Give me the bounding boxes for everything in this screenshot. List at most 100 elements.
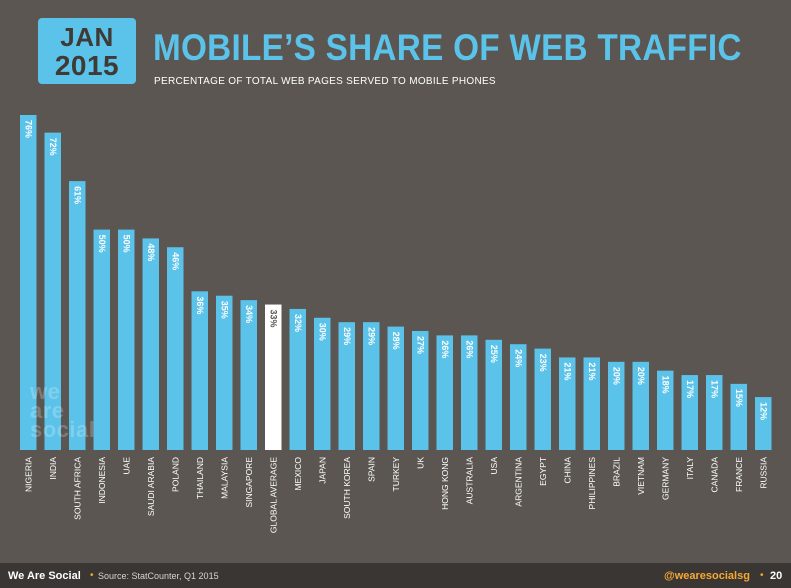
bar-value-label: 46% [170,252,180,270]
category-label: INDONESIA [97,457,107,504]
bar-value-label: 48% [146,243,156,261]
bar-poland [167,247,184,450]
bar-value-label: 30% [317,323,327,341]
watermark-line-3: social [30,417,96,442]
footer-source: Source: StatCounter, Q1 2015 [98,571,219,581]
watermark-line-2: are [30,398,65,423]
bar-value-label: 21% [587,362,597,380]
category-label: SAUDI ARABIA [146,457,156,516]
bar-germany [657,370,674,450]
category-label: ARGENTINA [513,457,523,507]
category-label: SOUTH AFRICA [72,457,82,520]
bar-value-label: 36% [195,296,205,314]
category-label: RUSSIA [758,457,768,489]
category-label: SINGAPORE [244,457,254,508]
bar-china [559,357,576,450]
bar-value-label: 25% [489,345,499,363]
bar-value-label: 15% [734,389,744,407]
chart-subtitle: PERCENTAGE OF TOTAL WEB PAGES SERVED TO … [154,76,496,87]
bar-value-label: 50% [121,235,131,253]
category-label: GERMANY [660,457,670,500]
category-label: POLAND [170,457,180,492]
bar-value-label: 61% [72,186,82,204]
bar-russia [755,397,772,450]
bar-australia [461,335,478,450]
bar-spain [363,322,380,450]
bar-mexico [289,308,306,450]
category-label: JAPAN [317,457,327,484]
bar-philippines [583,357,600,450]
bar-value-label: 27% [415,336,425,354]
category-label: UK [415,457,425,469]
bar-indonesia [93,229,110,450]
watermark-line-1: we [30,379,61,404]
category-label: GLOBAL AVERAGE [268,457,278,533]
category-label: NIGERIA [23,457,33,492]
category-label: MALAYSIA [219,457,229,499]
bar-canada [706,375,723,450]
badge-year: 2015 [54,50,120,81]
bar-chart: 76% NIGERIA 72% INDIA 61% SOUTH AFRICA 50% INDO… [20,115,772,533]
bar-usa [485,339,502,450]
category-label: INDIA [48,457,58,480]
footer-brand: We Are Social [8,570,81,582]
category-label: FRANCE [734,457,744,492]
bar-hong-kong [436,335,453,450]
category-label: USA [489,457,499,475]
date-badge: JAN 2015 [38,18,136,84]
category-label: PHILIPPINES [587,457,597,510]
bar-value-label: 35% [219,301,229,319]
bar-value-label: 23% [538,354,548,372]
category-label: AUSTRALIA [464,457,474,505]
category-label: CHINA [562,457,572,484]
bar-value-label: 21% [562,362,572,380]
chart-title: MOBILE’S SHARE OF WEB TRAFFIC [153,27,742,68]
bar-global-average [265,304,282,450]
bar-south-africa [69,181,86,451]
bar-value-label: 34% [244,305,254,323]
bar-value-label: 29% [342,327,352,345]
bar-value-label: 20% [611,367,621,385]
bar-thailand [191,291,208,450]
bar-italy [681,375,698,450]
bar-value-label: 17% [685,380,695,398]
bar-value-label: 28% [391,332,401,350]
badge-month: JAN [60,22,114,52]
bar-france [730,383,747,450]
bar-value-label: 26% [440,340,450,358]
bar-singapore [240,300,257,450]
footer-handle: @wearesocialsg [664,570,750,582]
bar-india [44,132,61,450]
bar-value-label: 33% [268,310,278,328]
bar-malaysia [216,295,233,450]
bar-turkey [387,326,404,450]
category-label: SPAIN [366,457,376,482]
category-label: TURKEY [391,457,401,492]
bar-value-label: 72% [48,138,58,156]
footer-page-separator-dot: • [760,570,764,581]
bar-brazil [608,361,625,450]
bar-value-label: 24% [513,349,523,367]
bar-value-label: 32% [293,314,303,332]
bar-value-label: 20% [636,367,646,385]
bar-south-korea [338,322,355,450]
category-label: SOUTH KOREA [342,457,352,519]
category-label: EGYPT [538,457,548,486]
category-label: UAE [121,457,131,475]
bar-value-label: 12% [758,402,768,420]
footer-bar: We Are Social • Source: StatCounter, Q1 … [0,563,791,588]
bar-value-label: 18% [660,376,670,394]
bar-uk [412,330,429,450]
bar-value-label: 29% [366,327,376,345]
footer-separator-dot: • [90,570,94,581]
bar-egypt [534,348,551,450]
bar-uae [118,229,135,450]
page-number: 20 [770,570,783,582]
category-label: HONG KONG [440,457,450,510]
we-are-social-watermark: we are social [30,379,96,442]
category-label: BRAZIL [611,457,621,487]
bar-value-label: 17% [709,380,719,398]
bar-nigeria [20,115,37,450]
category-label: VIETNAM [636,457,646,495]
category-label: CANADA [709,457,719,493]
